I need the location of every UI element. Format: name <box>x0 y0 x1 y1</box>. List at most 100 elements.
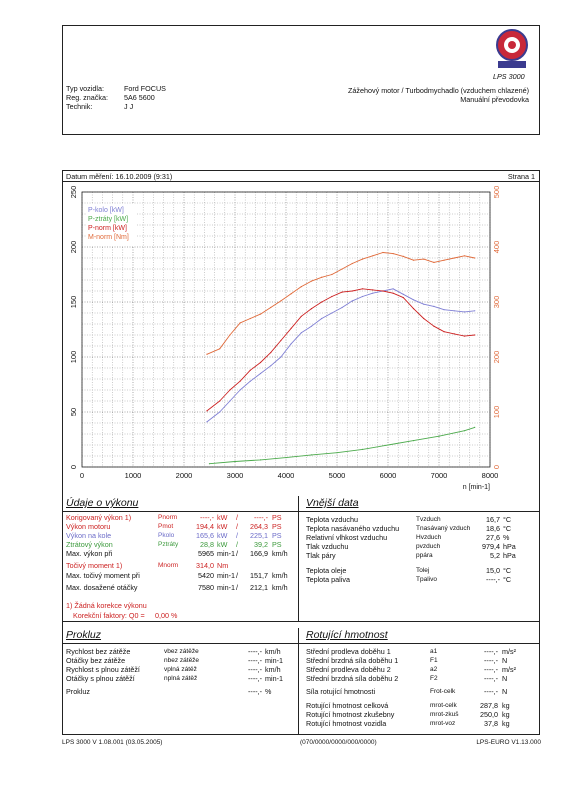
series-point-0 <box>341 306 343 309</box>
x-tick-label: 6000 <box>380 471 397 480</box>
rotating-row-symbol: mrot-zkuš <box>430 711 459 718</box>
series-point-3 <box>270 306 272 309</box>
external-row-unit: % <box>503 533 510 542</box>
series-line-2 <box>206 288 475 412</box>
series-point-2 <box>474 334 476 336</box>
series-point-2 <box>372 289 374 291</box>
series-point-1 <box>463 430 466 432</box>
rundown-row-value: ----,- <box>248 656 262 665</box>
lps-logo <box>488 27 536 71</box>
correction-note: 1) Žádná korekce výkonu <box>66 601 147 610</box>
legend-box <box>86 204 136 246</box>
power-row-unit1: kW <box>217 513 228 522</box>
series-point-3 <box>453 257 455 259</box>
x-tick-label: 2000 <box>176 471 193 480</box>
power-row-label: Max. dosažené otáčky <box>66 583 138 592</box>
correction-factor-label: Korekční faktory: Q0 = <box>73 611 145 620</box>
plot-area-border <box>81 191 491 468</box>
x-tick-label: 4000 <box>278 471 295 480</box>
power-row-label: Ztrátový výkon <box>66 540 113 549</box>
rotating-row-value: 37,8 <box>484 719 498 728</box>
rotating-row-unit: N <box>502 687 508 696</box>
rundown-row-symbol: nplná zátěž <box>164 675 198 682</box>
series-point-2 <box>321 301 323 303</box>
power-row-unit2: km/h <box>272 549 288 558</box>
series-line-1 <box>209 426 475 465</box>
series-point-0 <box>300 332 302 334</box>
external-row-symbol: Tvzduch <box>416 516 441 523</box>
series-point-0 <box>443 309 445 311</box>
power-row-value2: 225,1 <box>250 531 268 540</box>
series-point-3 <box>321 276 323 278</box>
external-row-label: Tlak páry <box>306 551 336 560</box>
power-row-value2: ----,- <box>254 513 268 522</box>
power-row-value1: 194,4 <box>196 522 214 531</box>
footer-software-version: LPS 3000 V 1.08.001 (03.05.2005) <box>62 739 163 746</box>
power-row-value1: 5420 <box>198 571 214 580</box>
y-tick-label-right: 200 <box>492 351 501 364</box>
technician-label: Technik: <box>66 102 93 111</box>
header-frame <box>62 25 540 135</box>
power-row-unit1: min-1 <box>217 583 235 592</box>
series-point-2 <box>259 361 262 364</box>
registration-value: 5A6 5600 <box>124 93 155 102</box>
series-point-1 <box>361 448 364 450</box>
series-point-1 <box>234 460 236 463</box>
series-point-2 <box>453 333 455 335</box>
rotating-row-label: Střední brzdná síla doběhu 1 <box>306 656 399 665</box>
power-row-value2: 212,1 <box>250 583 268 592</box>
series-point-0 <box>206 421 208 423</box>
series-point-1 <box>438 435 440 437</box>
logo-caption: LPS 3000 <box>493 72 525 81</box>
x-tick-label: 3000 <box>227 471 244 480</box>
rundown-row-value: ----,- <box>248 665 262 674</box>
power-row-label: Max. točivý moment při <box>66 571 140 580</box>
series-point-3 <box>249 317 251 320</box>
external-section-rule <box>298 511 540 512</box>
footer-code: (070/0000/0000/000/0000) <box>300 739 377 746</box>
power-row-value2: 151,7 <box>250 571 268 580</box>
series-point-3 <box>290 293 292 295</box>
series-point-0 <box>402 293 404 295</box>
rotating-row-label: Rotující hmotnost vozidla <box>306 719 387 728</box>
power-row-slash: / <box>236 571 238 580</box>
external-row-symbol: Tnasávaný vzduch <box>416 525 471 532</box>
series-point-0 <box>392 288 394 290</box>
series-point-1 <box>310 454 313 456</box>
rotating-row-unit: m/s² <box>502 647 516 656</box>
rotating-section-rule <box>298 643 540 644</box>
series-point-2 <box>412 308 415 310</box>
series-point-2 <box>361 288 364 290</box>
power-row-value1: 165,6 <box>196 531 214 540</box>
rotating-row-value: ----,- <box>484 674 498 683</box>
date-divider <box>62 181 540 182</box>
gearbox-type: Manuální převodovka <box>460 95 529 104</box>
rundown-row-value: ----,- <box>248 687 262 696</box>
y-tick-label-right: 100 <box>492 406 501 419</box>
power-row-label: Korigovaný výkon 1) <box>66 513 132 522</box>
power-row-symbol: Pnorm <box>158 514 178 521</box>
power-row-slash: / <box>236 513 238 522</box>
series-point-0 <box>239 389 241 391</box>
power-row-label: Max. výkon při <box>66 549 113 558</box>
external-row-symbol: Tolej <box>416 567 430 574</box>
series-point-3 <box>280 300 282 302</box>
power-row-label: Výkon motoru <box>66 522 111 531</box>
rotating-row-unit: N <box>502 674 508 683</box>
power-row-unit2: PS <box>272 522 282 531</box>
rotating-row-label: Rotující hmotnost zkušebny <box>306 710 395 719</box>
rundown-row-label: Rychlost bez zátěže <box>66 647 131 656</box>
rotating-row-unit: kg <box>502 710 510 719</box>
rundown-row-label: Otáčky bez zátěže <box>66 656 126 665</box>
rotating-row-value: ----,- <box>484 656 498 665</box>
series-point-1 <box>208 463 211 465</box>
y-tick-label-left: 200 <box>69 241 78 254</box>
power-row-unit2: PS <box>272 531 282 540</box>
power-row-slash: / <box>236 583 238 592</box>
series-point-2 <box>392 292 394 294</box>
series-point-3 <box>392 253 394 255</box>
series-point-2 <box>300 315 302 317</box>
series-point-2 <box>443 331 445 333</box>
rotating-row-label: Střední prodleva doběhu 1 <box>306 647 391 656</box>
power-row-unit1: Nm <box>217 561 229 570</box>
